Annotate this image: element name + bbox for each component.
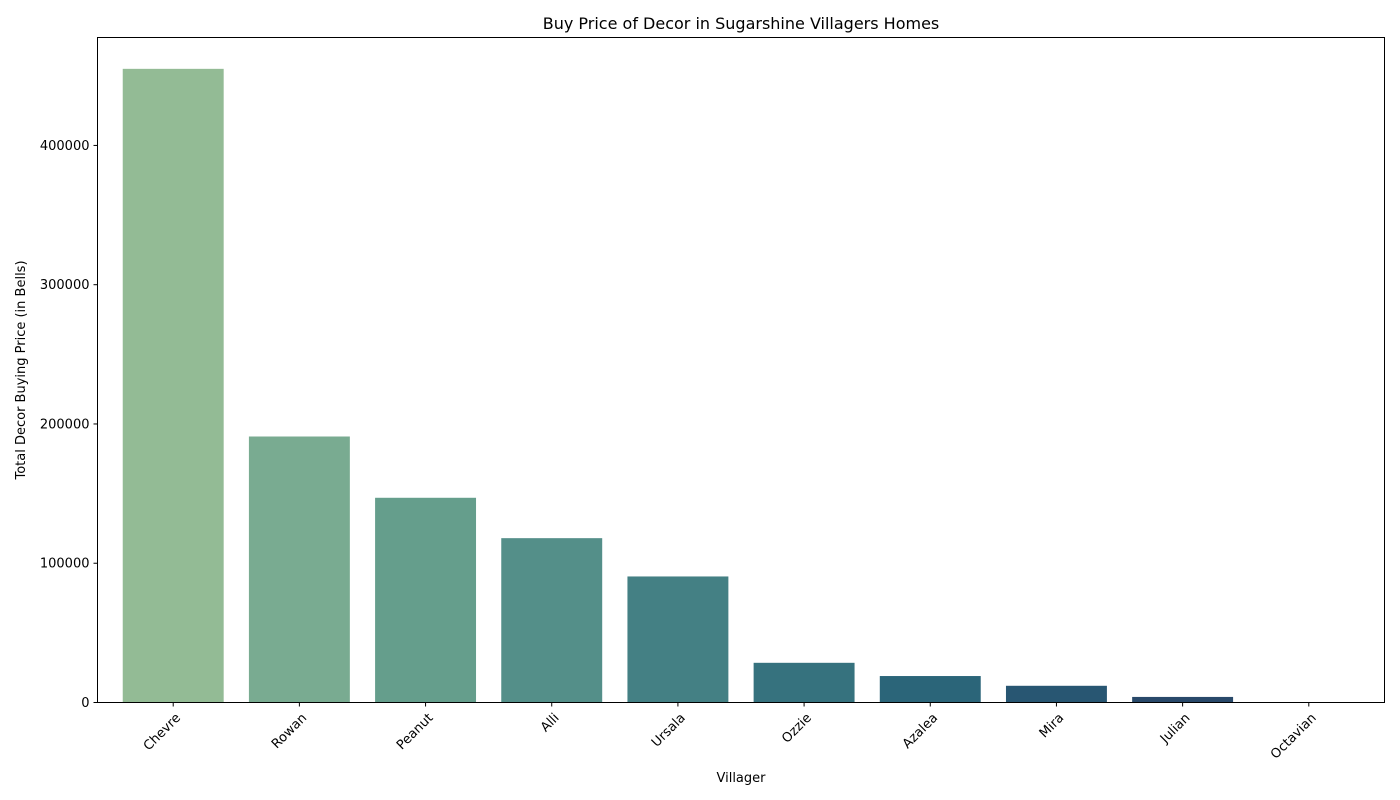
bars-group: [123, 69, 1233, 703]
x-tick-label: Ozzie: [779, 711, 815, 747]
chart-title: Buy Price of Decor in Sugarshine Village…: [543, 14, 940, 33]
x-tick-label: Octavian: [1268, 711, 1320, 763]
x-tick-label: Rowan: [269, 711, 310, 752]
bar-rowan: [249, 437, 350, 703]
x-axis-label: Villager: [716, 771, 766, 786]
y-tick-label: 300000: [40, 278, 90, 293]
bar-azalea: [880, 676, 981, 702]
x-tick-label: Mira: [1037, 711, 1068, 742]
y-tick-label: 400000: [40, 139, 90, 154]
bar-ursala: [627, 576, 728, 702]
bar-julian: [1132, 697, 1233, 703]
x-tick-label: Alli: [538, 711, 563, 736]
y-axis: 0 100000 200000 300000 400000: [40, 139, 98, 711]
x-tick-label: Ursala: [649, 711, 689, 751]
x-axis: Chevre Rowan Peanut Alli Ursala Ozzie Azalea Mi…: [141, 703, 1320, 763]
x-tick-label: Azalea: [900, 711, 941, 752]
bar-alli: [501, 538, 602, 702]
y-tick-label: 100000: [40, 557, 90, 572]
bar-chevre: [123, 69, 224, 703]
y-tick-label: 0: [81, 696, 89, 711]
bar-mira: [1006, 686, 1107, 703]
bar-peanut: [375, 498, 476, 703]
y-axis-label: Total Decor Buying Price (in Bells): [14, 260, 29, 480]
x-tick-label: Julian: [1157, 711, 1193, 747]
x-tick-label: Peanut: [394, 711, 436, 753]
bar-ozzie: [754, 663, 855, 703]
x-tick-label: Chevre: [141, 711, 184, 754]
y-tick-label: 200000: [40, 417, 90, 432]
